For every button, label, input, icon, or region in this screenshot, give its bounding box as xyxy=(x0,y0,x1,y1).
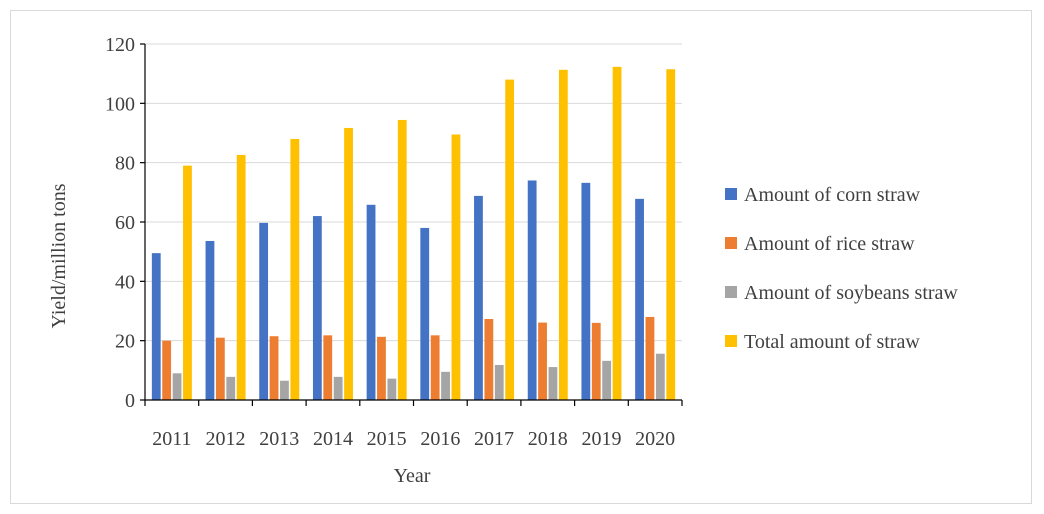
bar xyxy=(259,222,269,400)
gridlines xyxy=(145,43,682,342)
bar xyxy=(397,119,407,401)
bar xyxy=(151,253,161,400)
bar xyxy=(527,180,537,400)
legend-swatch xyxy=(725,188,737,200)
bar xyxy=(538,322,547,400)
bar xyxy=(494,364,504,400)
x-tick-label: 2020 xyxy=(635,428,675,450)
legend-swatch xyxy=(725,286,737,298)
bar xyxy=(655,353,665,400)
bar xyxy=(602,360,612,400)
legend-label: Amount of rice straw xyxy=(744,233,915,255)
bar xyxy=(269,336,279,400)
bar xyxy=(666,69,676,400)
bar xyxy=(333,376,343,400)
x-tick-label: 2019 xyxy=(581,428,621,450)
y-tick-label: 60 xyxy=(115,212,135,234)
x-tick-label: 2012 xyxy=(206,428,246,450)
x-tick-label: 2011 xyxy=(152,428,191,450)
bar xyxy=(420,227,430,400)
legend: Amount of corn straw Amount of rice straw… xyxy=(725,184,958,353)
y-tick-label: 40 xyxy=(115,271,135,293)
bar xyxy=(558,69,568,400)
y-tick-label: 0 xyxy=(125,390,135,412)
bar xyxy=(612,66,622,401)
bar xyxy=(441,371,450,400)
x-tick-label: 2014 xyxy=(313,428,353,450)
bars xyxy=(151,66,676,401)
axes xyxy=(140,43,683,406)
bar xyxy=(505,79,515,400)
y-tick-label: 20 xyxy=(115,331,135,353)
bar xyxy=(226,376,236,400)
bar xyxy=(366,204,376,400)
legend-swatch xyxy=(725,335,737,347)
bar xyxy=(581,182,591,400)
y-tick-label: 100 xyxy=(105,93,135,115)
bar xyxy=(484,319,494,400)
x-tick-label: 2018 xyxy=(528,428,568,450)
y-tick-label: 120 xyxy=(105,34,135,56)
y-tick-label: 80 xyxy=(115,153,135,175)
bar xyxy=(172,373,182,400)
bar xyxy=(312,216,322,400)
bar xyxy=(205,240,215,400)
x-tick-labels: 2011 2012 2013 2014 2015 2016 2017 2018 2019 2020 xyxy=(152,428,675,450)
x-axis-label: Year xyxy=(394,465,431,487)
bar xyxy=(474,195,483,400)
bar xyxy=(645,316,655,400)
bar xyxy=(323,335,333,400)
chart-frame xyxy=(10,10,1032,504)
legend-label: Total amount of straw xyxy=(744,331,920,353)
x-tick-label: 2013 xyxy=(259,428,299,450)
bar xyxy=(635,198,644,400)
bar xyxy=(290,138,300,400)
y-axis-label: Yield/million tons xyxy=(48,183,70,328)
x-tick-label: 2016 xyxy=(420,428,460,450)
bar xyxy=(430,335,440,400)
bar xyxy=(377,336,386,400)
legend-label: Amount of corn straw xyxy=(744,184,921,206)
bar xyxy=(548,367,558,400)
bar xyxy=(591,322,601,400)
legend-swatch xyxy=(725,237,737,249)
bar xyxy=(236,154,246,400)
bar xyxy=(387,378,397,400)
bar xyxy=(183,165,192,400)
legend-label: Amount of soybeans straw xyxy=(744,282,958,304)
bar xyxy=(280,380,289,400)
bar xyxy=(344,127,353,400)
x-tick-label: 2015 xyxy=(367,428,407,450)
y-tick-labels: 0 20 40 60 80 100 120 xyxy=(105,34,135,412)
x-tick-label: 2017 xyxy=(474,428,514,450)
bar xyxy=(215,337,225,400)
bar xyxy=(162,340,172,400)
bar xyxy=(451,134,461,400)
